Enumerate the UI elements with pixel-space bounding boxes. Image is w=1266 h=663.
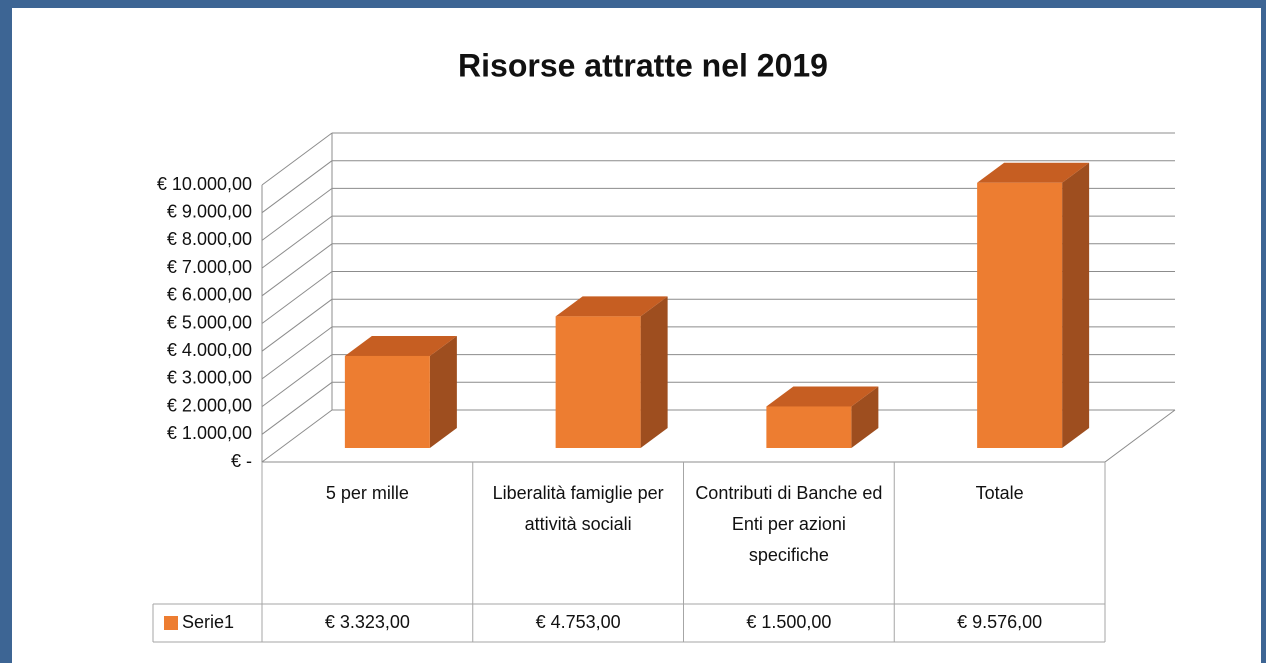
data-table-value: € 1.500,00	[746, 612, 831, 632]
bar-top	[555, 296, 668, 317]
bar	[555, 316, 641, 448]
y-tick-label: € 3.000,00	[167, 368, 252, 388]
grid-line-side	[261, 160, 333, 214]
legend-label: Serie1	[182, 612, 234, 632]
grid-line-side	[261, 215, 333, 269]
data-table-value: € 4.753,00	[536, 612, 621, 632]
grid-line-side	[261, 354, 333, 408]
y-tick-label: € 9.000,00	[167, 201, 252, 221]
y-tick-label: € 10.000,00	[157, 174, 252, 194]
y-tick-label: € 8.000,00	[167, 229, 252, 249]
grid-line-side	[261, 326, 333, 380]
bar	[766, 406, 852, 448]
grid-line-side	[261, 298, 333, 352]
y-tick-label: € 5.000,00	[167, 312, 252, 332]
data-table-value: € 9.576,00	[957, 612, 1042, 632]
bar-side	[851, 386, 879, 448]
chart-title: Risorse attratte nel 2019	[458, 47, 828, 83]
legend-swatch	[164, 616, 178, 630]
y-tick-label: € 7.000,00	[167, 257, 252, 277]
bar-side	[1062, 162, 1090, 448]
y-tick-label: € 2.000,00	[167, 395, 252, 415]
y-tick-label: € -	[231, 451, 252, 471]
grid-line-side	[261, 187, 333, 241]
grid-line-side	[261, 381, 333, 435]
grid-line-side	[261, 409, 333, 463]
category-label: Liberalità famiglie per attività sociali	[492, 483, 664, 534]
bar-top	[344, 335, 457, 356]
data-table-value: € 3.323,00	[325, 612, 410, 632]
bar-side	[640, 296, 668, 448]
grid-line-side	[261, 243, 333, 297]
category-label: Totale	[975, 483, 1024, 503]
category-label: Contributi di Banche ed Enti per azioni …	[695, 483, 883, 565]
grid-line-side	[261, 132, 333, 186]
y-tick-label: € 1.000,00	[167, 423, 252, 443]
bar-top	[766, 386, 879, 407]
bar	[344, 355, 430, 448]
bar-top	[977, 162, 1090, 183]
bar-side	[429, 335, 457, 448]
bar	[977, 182, 1063, 448]
category-label: 5 per mille	[325, 483, 409, 503]
grid-line-side	[261, 271, 333, 324]
y-tick-label: € 4.000,00	[167, 340, 252, 360]
y-tick-label: € 6.000,00	[167, 285, 252, 305]
